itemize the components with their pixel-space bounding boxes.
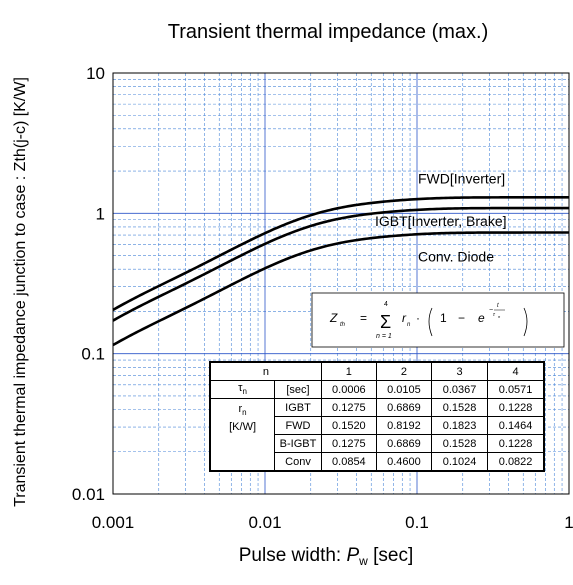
device-name: Conv: [274, 452, 322, 472]
table-cell: 0.4600: [375, 452, 432, 472]
table-cell: 0.0367: [430, 380, 489, 399]
svg-text:Σ: Σ: [380, 312, 391, 332]
r-label: rn [K/W]: [209, 398, 276, 472]
y-tick-label: 0.1: [81, 345, 105, 364]
y-tick-label: 10: [86, 64, 105, 83]
chart-title: Transient thermal impedance (max.): [168, 21, 489, 43]
x-axis-label-sub: w: [358, 554, 368, 568]
svg-text:n: n: [498, 314, 501, 319]
y-tick-label: 1: [96, 204, 105, 223]
svg-text:n = 1: n = 1: [376, 333, 392, 340]
table-cell: 0.0822: [487, 452, 545, 472]
table-row: Conv 0.0854 0.4600 0.1024 0.0822: [210, 452, 545, 472]
x-axis-label-prefix: Pulse width:: [239, 545, 347, 566]
tau-sub: n: [242, 387, 247, 397]
table-cell: 0.1024: [430, 452, 489, 472]
plot-frame: [112, 72, 570, 495]
table-row: rn [K/W] IGBT 0.1275 0.6869 0.1528 0.122…: [209, 398, 545, 472]
x-axis-label-suffix: [sec]: [368, 545, 413, 566]
curves: [112, 196, 569, 347]
table-row: B-IGBT 0.1275 0.6869 0.1528 0.1228: [210, 434, 545, 453]
svg-text:−: −: [489, 307, 493, 314]
series-label: FWD[Inverter]: [418, 170, 505, 186]
y-axis-label: Transient thermal impedance junction to …: [12, 77, 29, 507]
y-tick-labels: 0.01 0.1 1 10: [72, 64, 105, 504]
parameter-table: n 1 2 3 4 τn [sec] 0.0006 0.0105 0.0367 …: [209, 361, 545, 472]
table-header-col: 2: [375, 361, 432, 381]
r-sub: n: [242, 408, 247, 418]
tau-label: τn: [209, 380, 276, 399]
table-cell: 0.1228: [487, 398, 545, 417]
tau-symbol: τ: [238, 382, 243, 395]
table-cell: 0.1228: [487, 434, 545, 453]
formula: Z th = Σ 4 n = 1 r n · 1 − e − t τ n: [329, 301, 528, 340]
svg-text:4: 4: [384, 301, 388, 308]
table-cell: 0.6869: [375, 434, 432, 453]
table-cell: 0.1520: [320, 416, 377, 435]
table-cell: 0.1528: [430, 434, 489, 453]
table-header-col: 4: [487, 361, 545, 381]
r-unit: [K/W]: [229, 421, 257, 434]
table-cell: 0.0571: [487, 380, 545, 399]
formula-box: [311, 292, 565, 348]
device-name: FWD: [274, 416, 322, 435]
tau-unit: [sec]: [274, 380, 322, 399]
series-label: IGBT[Inverter, Brake]: [375, 213, 507, 229]
table-header-n: n: [209, 361, 322, 381]
table-header-col: 1: [320, 361, 377, 381]
device-name: B-IGBT: [274, 434, 322, 453]
grid-major: [113, 73, 569, 494]
svg-text:th: th: [340, 322, 346, 328]
table-cell: 0.1275: [320, 434, 377, 453]
svg-text:·: ·: [416, 311, 420, 325]
x-tick-labels: 0.001 0.01 0.1 1: [92, 513, 573, 532]
svg-text:n: n: [407, 322, 411, 328]
table-cell: 0.1464: [487, 416, 545, 435]
x-tick-label: 0.01: [248, 513, 281, 532]
x-axis-label-var: P: [346, 545, 359, 566]
table-cell: 0.6869: [375, 398, 432, 417]
svg-text:1: 1: [440, 311, 447, 325]
x-tick-label: 0.1: [405, 513, 429, 532]
table-row: τn [sec] 0.0006 0.0105 0.0367 0.0571: [209, 380, 545, 399]
series-line: [112, 206, 569, 322]
table-row: FWD 0.1520 0.8192 0.1823 0.1464: [210, 416, 545, 435]
x-tick-label: 0.001: [92, 513, 135, 532]
series-label: Conv. Diode: [418, 249, 494, 265]
table-cell: 0.1275: [320, 398, 377, 417]
svg-text:=: =: [360, 311, 367, 325]
x-tick-label: 1: [564, 513, 573, 532]
svg-text:Z: Z: [329, 311, 338, 325]
table-cell: 0.0105: [375, 380, 432, 399]
table-cell: 0.8192: [375, 416, 432, 435]
svg-text:r: r: [402, 311, 407, 325]
table-cell: 0.1528: [430, 398, 489, 417]
table-cell: 0.0006: [320, 380, 377, 399]
y-tick-label: 0.01: [72, 485, 105, 504]
device-name: IGBT: [274, 398, 322, 417]
series-line: [112, 196, 569, 312]
svg-text:e: e: [478, 311, 485, 325]
table-header-col: 3: [430, 361, 489, 381]
table-row: n 1 2 3 4: [209, 361, 545, 381]
svg-text:τ: τ: [493, 312, 496, 318]
series-line: [112, 231, 569, 347]
table-cell: 0.1823: [430, 416, 489, 435]
r-symbol: r: [238, 403, 243, 415]
series-labels: FWD[Inverter] IGBT[Inverter, Brake] Conv. …: [375, 170, 507, 264]
svg-text:−: −: [458, 311, 465, 325]
table-cell: 0.0854: [320, 452, 377, 472]
svg-text:t: t: [497, 303, 499, 309]
x-axis-label: Pulse width: Pw [sec]: [239, 545, 414, 568]
